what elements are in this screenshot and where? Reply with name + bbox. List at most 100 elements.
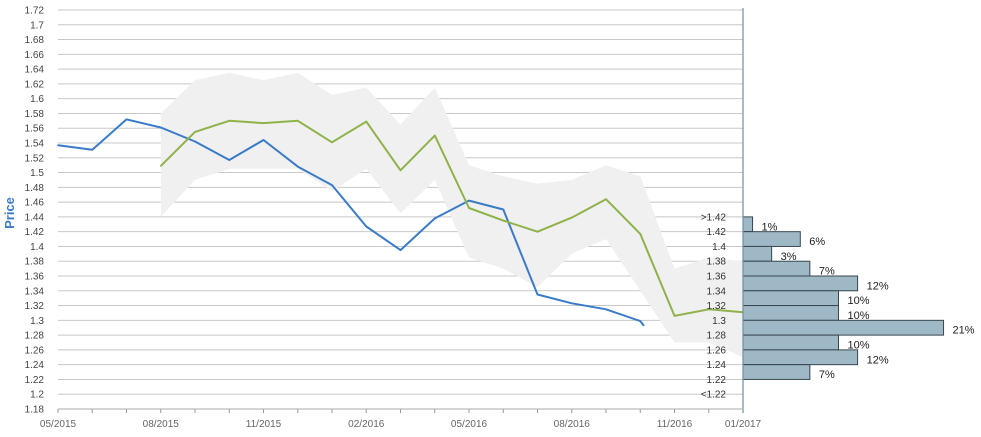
series-point <box>262 122 265 124</box>
series-point <box>639 320 642 322</box>
x-tick-label: 11/2015 <box>246 419 282 430</box>
y-tick-label: 1.7 <box>30 20 44 31</box>
y-tick-label: 1.42 <box>25 227 45 238</box>
y-tick-label: 1.44 <box>25 212 45 223</box>
histogram-bar-label: 21% <box>953 325 975 337</box>
series-lines <box>57 118 744 327</box>
series-point <box>365 120 368 123</box>
histogram-bar-label: 12% <box>867 354 889 366</box>
histogram-bar <box>742 290 839 307</box>
y-tick-label: 1.36 <box>25 272 45 283</box>
histogram-bar <box>742 349 859 366</box>
y-tick-label: 1.6 <box>30 94 44 105</box>
x-tick-label: 05/2016 <box>451 419 488 430</box>
histogram-bar-label: 10% <box>848 295 870 307</box>
series-point <box>228 159 231 161</box>
series-point <box>673 315 676 317</box>
histogram-category-label: 1.22 <box>707 375 727 386</box>
series-point <box>639 233 642 235</box>
x-tick-label: 08/2015 <box>143 419 180 430</box>
histogram-bar <box>742 216 754 233</box>
histogram-bar-label: 7% <box>819 266 835 278</box>
x-tick-label: 05/2015 <box>40 419 77 430</box>
series-point <box>399 169 402 172</box>
series-point <box>228 120 231 122</box>
y-tick-label: 1.58 <box>25 109 45 120</box>
y-tick-label: 1.62 <box>25 79 45 90</box>
y-tick-label: 1.2 <box>30 390 44 401</box>
series-point <box>296 165 299 168</box>
series-point <box>296 120 299 122</box>
y-tick-label: 1.32 <box>25 301 45 312</box>
series-point <box>399 249 402 251</box>
y-tick-label: 1.24 <box>25 360 45 371</box>
y-tick-label: 1.4 <box>30 242 44 253</box>
series-point <box>159 126 162 129</box>
series-point <box>605 308 607 311</box>
histogram-bar-label: 10% <box>848 310 870 322</box>
y-tick-label: 1.66 <box>25 50 45 61</box>
series-point <box>262 139 265 141</box>
histogram-category-label: 1.26 <box>707 345 727 356</box>
series-point <box>642 324 645 327</box>
histogram-bar <box>742 260 811 277</box>
y-tick-label: 1.5 <box>30 168 44 179</box>
y-tick-label: 1.3 <box>30 316 44 327</box>
series-point <box>91 148 94 151</box>
histogram-category-label: 1.28 <box>707 331 727 342</box>
series-point <box>194 131 196 133</box>
forecast-band <box>160 72 744 358</box>
histogram-bar <box>742 334 839 351</box>
series-point <box>331 184 333 186</box>
histogram-category-label: 1.42 <box>707 227 727 238</box>
series-point <box>433 217 436 220</box>
y-tick-label: 1.52 <box>25 153 45 164</box>
series-point <box>194 140 196 143</box>
series-point <box>536 293 539 296</box>
series-point <box>707 308 710 311</box>
histogram-category-label: 1.3 <box>712 316 726 327</box>
histogram-bar <box>742 319 945 336</box>
histogram: 1% 6% 3% 7% 12% 10% 10% 21% 10% 12% 7% >1.42 1.42 1.4… <box>701 212 975 400</box>
y-tick-label: 1.34 <box>25 286 45 297</box>
y-tick-label: 1.54 <box>25 139 45 150</box>
y-tick-label: 1.68 <box>25 35 45 46</box>
histogram-category-label: 1.36 <box>707 272 727 283</box>
histogram-bar <box>742 245 773 262</box>
series-point <box>536 230 539 233</box>
histogram-bar <box>742 231 801 247</box>
series-point <box>605 198 607 200</box>
histogram-category-label: 1.34 <box>707 286 727 297</box>
histogram-category-label: >1.42 <box>701 212 727 223</box>
y-tick-label: 1.38 <box>25 257 45 268</box>
y-tick-label: 1.56 <box>25 124 45 135</box>
series-point <box>125 118 128 121</box>
series-point <box>468 199 470 202</box>
histogram-bar <box>742 305 839 321</box>
series-point <box>331 141 333 144</box>
y-tick-label: 1.22 <box>25 375 45 386</box>
series-point <box>468 207 470 209</box>
histogram-category-label: 1.32 <box>707 301 727 312</box>
y-tick-label: 1.26 <box>25 345 45 356</box>
x-tick-label: 08/2016 <box>554 419 591 430</box>
confidence-band <box>160 72 744 358</box>
histogram-category-label: 1.24 <box>707 360 727 371</box>
histogram-bar <box>742 364 811 380</box>
axes: 1.18 1.2 1.22 1.24 1.26 1.28 1.3 1.32 1.34 1.36 1.… <box>25 6 762 431</box>
series-point <box>57 144 59 147</box>
histogram-bar-label: 7% <box>819 369 835 381</box>
series-point <box>433 134 436 137</box>
series-point <box>159 165 162 167</box>
series-point <box>502 208 505 211</box>
x-tick-label: 11/2016 <box>657 419 693 430</box>
y-tick-label: 1.18 <box>25 405 45 416</box>
histogram-bar-label: 6% <box>809 236 825 248</box>
y-tick-label: 1.64 <box>25 65 45 76</box>
histogram-bar-label: 3% <box>781 251 797 263</box>
y-axis-label: Price <box>2 197 17 229</box>
histogram-category-label: <1.22 <box>701 390 727 401</box>
x-tick-label: 02/2016 <box>348 419 385 430</box>
y-tick-label: 1.48 <box>25 183 45 194</box>
